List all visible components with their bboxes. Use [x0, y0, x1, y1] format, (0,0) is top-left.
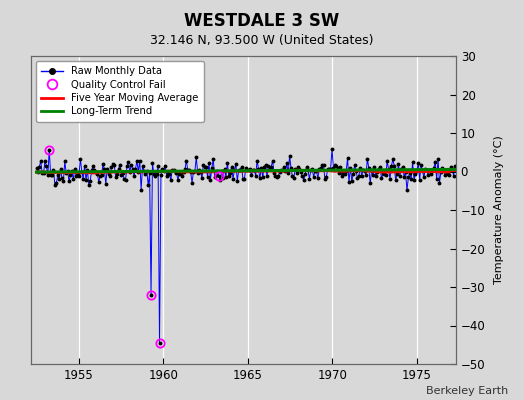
Text: WESTDALE 3 SW: WESTDALE 3 SW [184, 12, 340, 30]
Y-axis label: Temperature Anomaly (°C): Temperature Anomaly (°C) [494, 136, 504, 284]
Legend: Raw Monthly Data, Quality Control Fail, Five Year Moving Average, Long-Term Tren: Raw Monthly Data, Quality Control Fail, … [37, 61, 204, 122]
Text: Berkeley Earth: Berkeley Earth [426, 386, 508, 396]
Text: 32.146 N, 93.500 W (United States): 32.146 N, 93.500 W (United States) [150, 34, 374, 47]
